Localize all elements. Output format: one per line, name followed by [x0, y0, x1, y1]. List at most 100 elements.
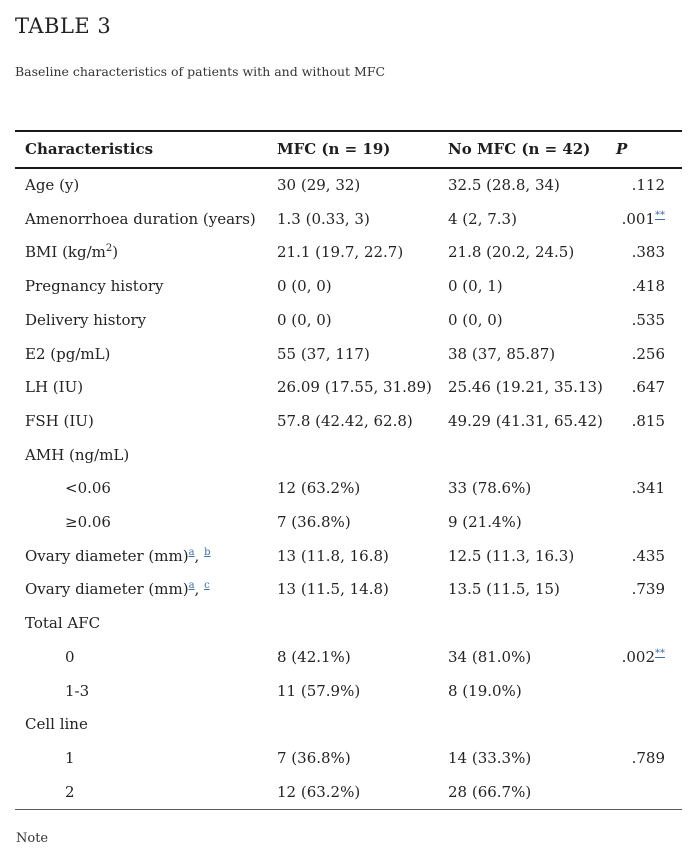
cell-mfc-value: 13 (11.5, 14.8)	[277, 580, 389, 599]
cell-no-mfc-value: 32.5 (28.8, 34)	[448, 176, 560, 194]
cell-p-value: .383	[631, 243, 665, 262]
cell-characteristic: 1	[65, 748, 75, 767]
cell-no-mfc-value	[448, 607, 616, 641]
cell-p-value: .435	[631, 546, 665, 565]
cell-characteristic: Delivery history	[25, 310, 147, 329]
table-row: Delivery history 0 (0, 0) 0 (0, 0) .535	[15, 304, 682, 338]
cell-mfc-value: 11 (57.9%)	[277, 681, 361, 700]
table-row: 1-3 11 (57.9%) 8 (19.0%)	[15, 675, 682, 709]
superscript: 2	[105, 243, 113, 255]
cell-p-value	[616, 776, 682, 810]
cell-characteristic: Ovary diameter (mm)a, c	[25, 580, 210, 599]
footnote-link-asteriskasterisk[interactable]: **	[655, 647, 665, 659]
cell-p-value: .647	[631, 378, 665, 397]
cell-no-mfc-value: 12.5 (11.3, 16.3)	[448, 546, 575, 565]
cell-p-value	[616, 506, 682, 540]
cell-p-value: .418	[631, 277, 665, 296]
table-row: Pregnancy history 0 (0, 0) 0 (0, 1) .418	[15, 270, 682, 304]
column-header-characteristics: Characteristics	[25, 140, 154, 158]
cell-mfc-value: 30 (29, 32)	[277, 176, 361, 194]
header-row: Characteristics MFC (n = 19) No MFC (n =…	[15, 131, 682, 168]
cell-p-value: .256	[631, 344, 665, 363]
table-row: 1 7 (36.8%) 14 (33.3%) .789	[15, 742, 682, 776]
table-row: Amenorrhoea duration (years) 1.3 (0.33, 3…	[15, 203, 682, 237]
cell-no-mfc-value: 0 (0, 0)	[448, 310, 503, 329]
cell-characteristic: 2	[65, 782, 75, 801]
cell-characteristic: BMI (kg/m2)	[25, 243, 119, 262]
cell-p-value: .001**	[621, 209, 665, 228]
cell-no-mfc-value: 33 (78.6%)	[448, 479, 532, 498]
cell-characteristic: <0.06	[65, 479, 111, 498]
column-header-mfc: MFC (n = 19)	[277, 140, 391, 158]
cell-mfc-value: 57.8 (42.42, 62.8)	[277, 411, 413, 430]
cell-mfc-value: 7 (36.8%)	[277, 513, 351, 532]
footnote-link-b[interactable]: b	[204, 546, 211, 558]
cell-mfc-value: 55 (37, 117)	[277, 344, 370, 363]
footnote-link-a[interactable]: a	[188, 580, 195, 592]
cell-no-mfc-value: 49.29 (41.31, 65.42)	[448, 411, 603, 430]
table-row: 2 12 (63.2%) 28 (66.7%)	[15, 776, 682, 810]
cell-characteristic: Ovary diameter (mm)a, b	[25, 546, 211, 565]
table-row: BMI (kg/m2) 21.1 (19.7, 22.7) 21.8 (20.2, …	[15, 236, 682, 270]
cell-mfc-value: 26.09 (17.55, 31.89)	[277, 378, 432, 397]
cell-characteristic: Pregnancy history	[25, 277, 164, 296]
cell-characteristic: 1-3	[65, 681, 90, 700]
cell-characteristic: 0	[65, 647, 75, 666]
column-header-p-value: P	[616, 140, 628, 158]
footnote-link-c[interactable]: c	[204, 580, 210, 592]
cell-characteristic: AMH (ng/mL)	[25, 445, 130, 464]
cell-no-mfc-value: 13.5 (11.5, 15)	[448, 580, 560, 599]
cell-characteristic: Age (y)	[25, 176, 80, 194]
table-row: Ovary diameter (mm)a, b 13 (11.8, 16.8) 12…	[15, 540, 682, 574]
table-row: AMH (ng/mL)	[15, 439, 682, 473]
cell-mfc-value: 21.1 (19.7, 22.7)	[277, 243, 404, 262]
footnote-link-asteriskasterisk[interactable]: **	[655, 209, 665, 221]
table-title: TABLE 3	[15, 14, 112, 38]
cell-no-mfc-value: 28 (66.7%)	[448, 782, 532, 801]
cell-mfc-value: 1.3 (0.33, 3)	[277, 209, 370, 228]
cell-mfc-value: 12 (63.2%)	[277, 782, 361, 801]
column-header-no-mfc: No MFC (n = 42)	[448, 140, 591, 158]
cell-p-value: .002**	[621, 647, 665, 666]
table-row: Total AFC	[15, 607, 682, 641]
table-row: E2 (pg/mL) 55 (37, 117) 38 (37, 85.87) .256	[15, 338, 682, 372]
cell-mfc-value: 12 (63.2%)	[277, 479, 361, 498]
cell-p-value: .535	[631, 310, 665, 329]
cell-mfc-value	[277, 708, 448, 742]
table-row: <0.06 12 (63.2%) 33 (78.6%) .341	[15, 472, 682, 506]
cell-p-value: .815	[631, 411, 665, 430]
cell-characteristic: Total AFC	[25, 614, 101, 633]
cell-mfc-value: 7 (36.8%)	[277, 748, 351, 767]
cell-characteristic: E2 (pg/mL)	[25, 344, 111, 363]
cell-p-value	[616, 439, 682, 473]
table-row: ≥0.06 7 (36.8%) 9 (21.4%)	[15, 506, 682, 540]
cell-p-value	[616, 607, 682, 641]
table-body: Age (y) 30 (29, 32) 32.5 (28.8, 34) .112 Ame…	[15, 168, 682, 810]
table-note-label: Note	[16, 831, 49, 847]
table-header: Characteristics MFC (n = 19) No MFC (n =…	[15, 131, 682, 168]
cell-no-mfc-value: 4 (2, 7.3)	[448, 209, 517, 228]
cell-p-value	[616, 675, 682, 709]
table-caption: Baseline characteristics of patients wit…	[15, 64, 386, 79]
cell-no-mfc-value: 14 (33.3%)	[448, 748, 532, 767]
cell-p-value: .739	[631, 580, 665, 599]
cell-mfc-value	[277, 607, 448, 641]
table-row: Cell line	[15, 708, 682, 742]
cell-no-mfc-value: 21.8 (20.2, 24.5)	[448, 243, 575, 262]
cell-characteristic: ≥0.06	[65, 513, 111, 532]
cell-characteristic: Cell line	[25, 715, 88, 734]
cell-no-mfc-value	[448, 439, 616, 473]
cell-no-mfc-value: 8 (19.0%)	[448, 681, 522, 700]
cell-mfc-value: 0 (0, 0)	[277, 310, 332, 329]
footnote-link-a[interactable]: a	[188, 546, 195, 558]
cell-characteristic: FSH (IU)	[25, 411, 94, 430]
cell-no-mfc-value: 0 (0, 1)	[448, 277, 503, 296]
cell-p-value: .789	[631, 748, 665, 767]
cell-p-value	[616, 708, 682, 742]
cell-characteristic: Amenorrhoea duration (years)	[25, 209, 256, 228]
cell-mfc-value	[277, 439, 448, 473]
cell-characteristic: LH (IU)	[25, 378, 84, 397]
cell-no-mfc-value: 34 (81.0%)	[448, 647, 532, 666]
cell-no-mfc-value	[448, 708, 616, 742]
